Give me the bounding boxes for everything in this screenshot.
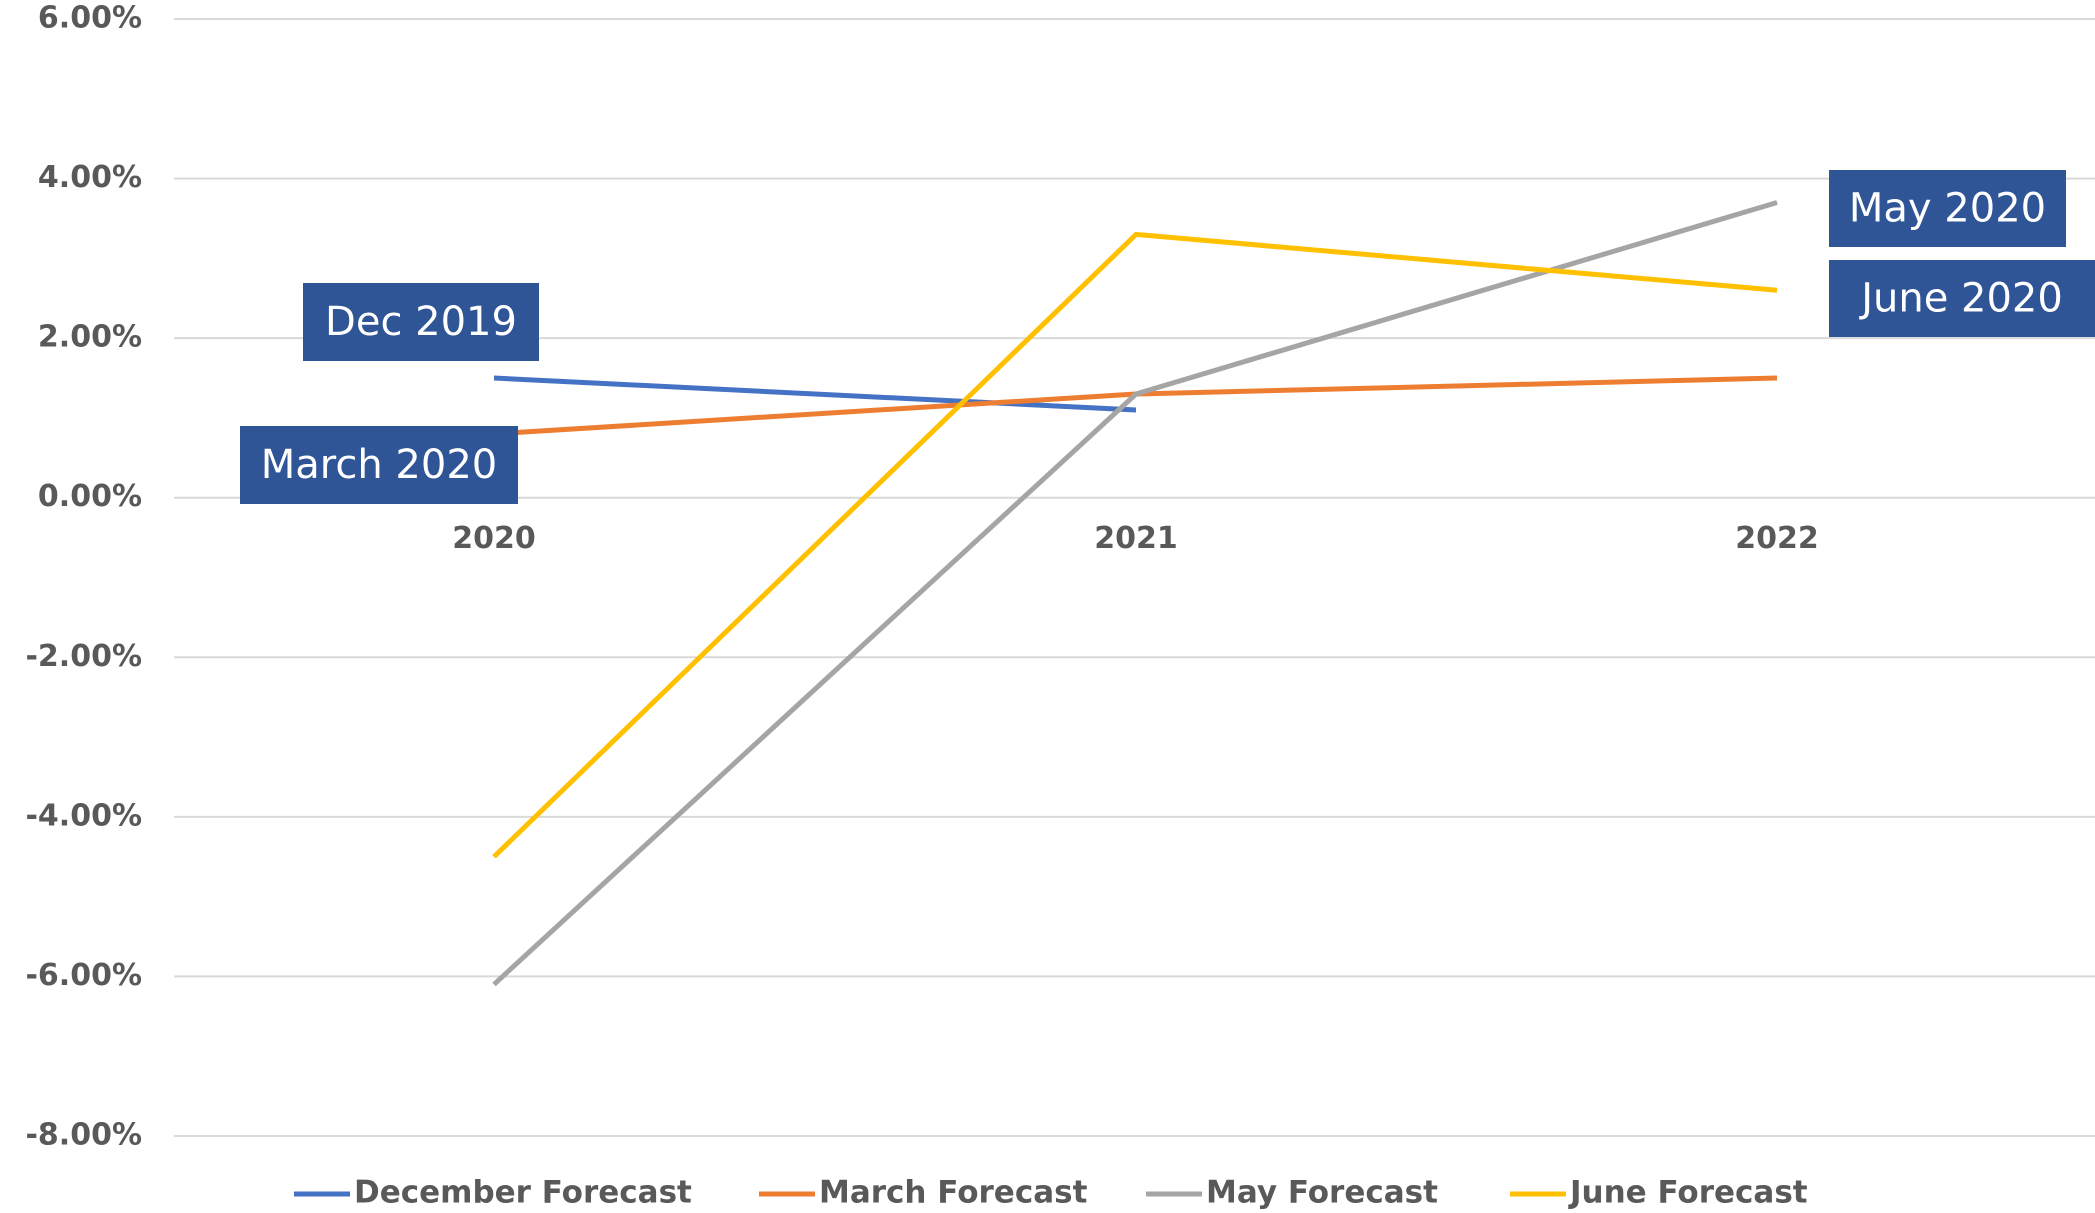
annotation: March 2020 (261, 442, 497, 488)
x-tick-label: 2020 (452, 521, 536, 556)
y-tick-label: 6.00% (38, 1, 142, 36)
x-tick-label: 2022 (1735, 521, 1819, 556)
annotation-box (303, 283, 539, 361)
annotation: Dec 2019 (325, 299, 517, 345)
legend-label: December Forecast (354, 1175, 692, 1211)
annotation: May 2020 (1849, 186, 2046, 232)
legend-label: June Forecast (1568, 1175, 1808, 1211)
annotation-box (1829, 170, 2066, 247)
annotation: June 2020 (1858, 276, 2063, 322)
series-line (492, 200, 1778, 987)
annotation-box (240, 426, 518, 504)
annotation-box (1829, 260, 2095, 337)
y-tick-label: 0.00% (38, 479, 142, 514)
y-tick-label: 2.00% (38, 320, 142, 355)
series-line (492, 231, 1778, 859)
y-tick-label: -6.00% (25, 958, 142, 993)
series-line (493, 375, 1137, 413)
x-tick-label: 2021 (1094, 521, 1178, 556)
legend-label: May Forecast (1206, 1175, 1438, 1211)
y-tick-label: -8.00% (25, 1118, 142, 1153)
y-tick-label: -4.00% (25, 798, 142, 833)
legend-label: March Forecast (819, 1175, 1088, 1211)
y-tick-label: 4.00% (38, 160, 142, 195)
y-tick-label: -2.00% (25, 639, 142, 674)
